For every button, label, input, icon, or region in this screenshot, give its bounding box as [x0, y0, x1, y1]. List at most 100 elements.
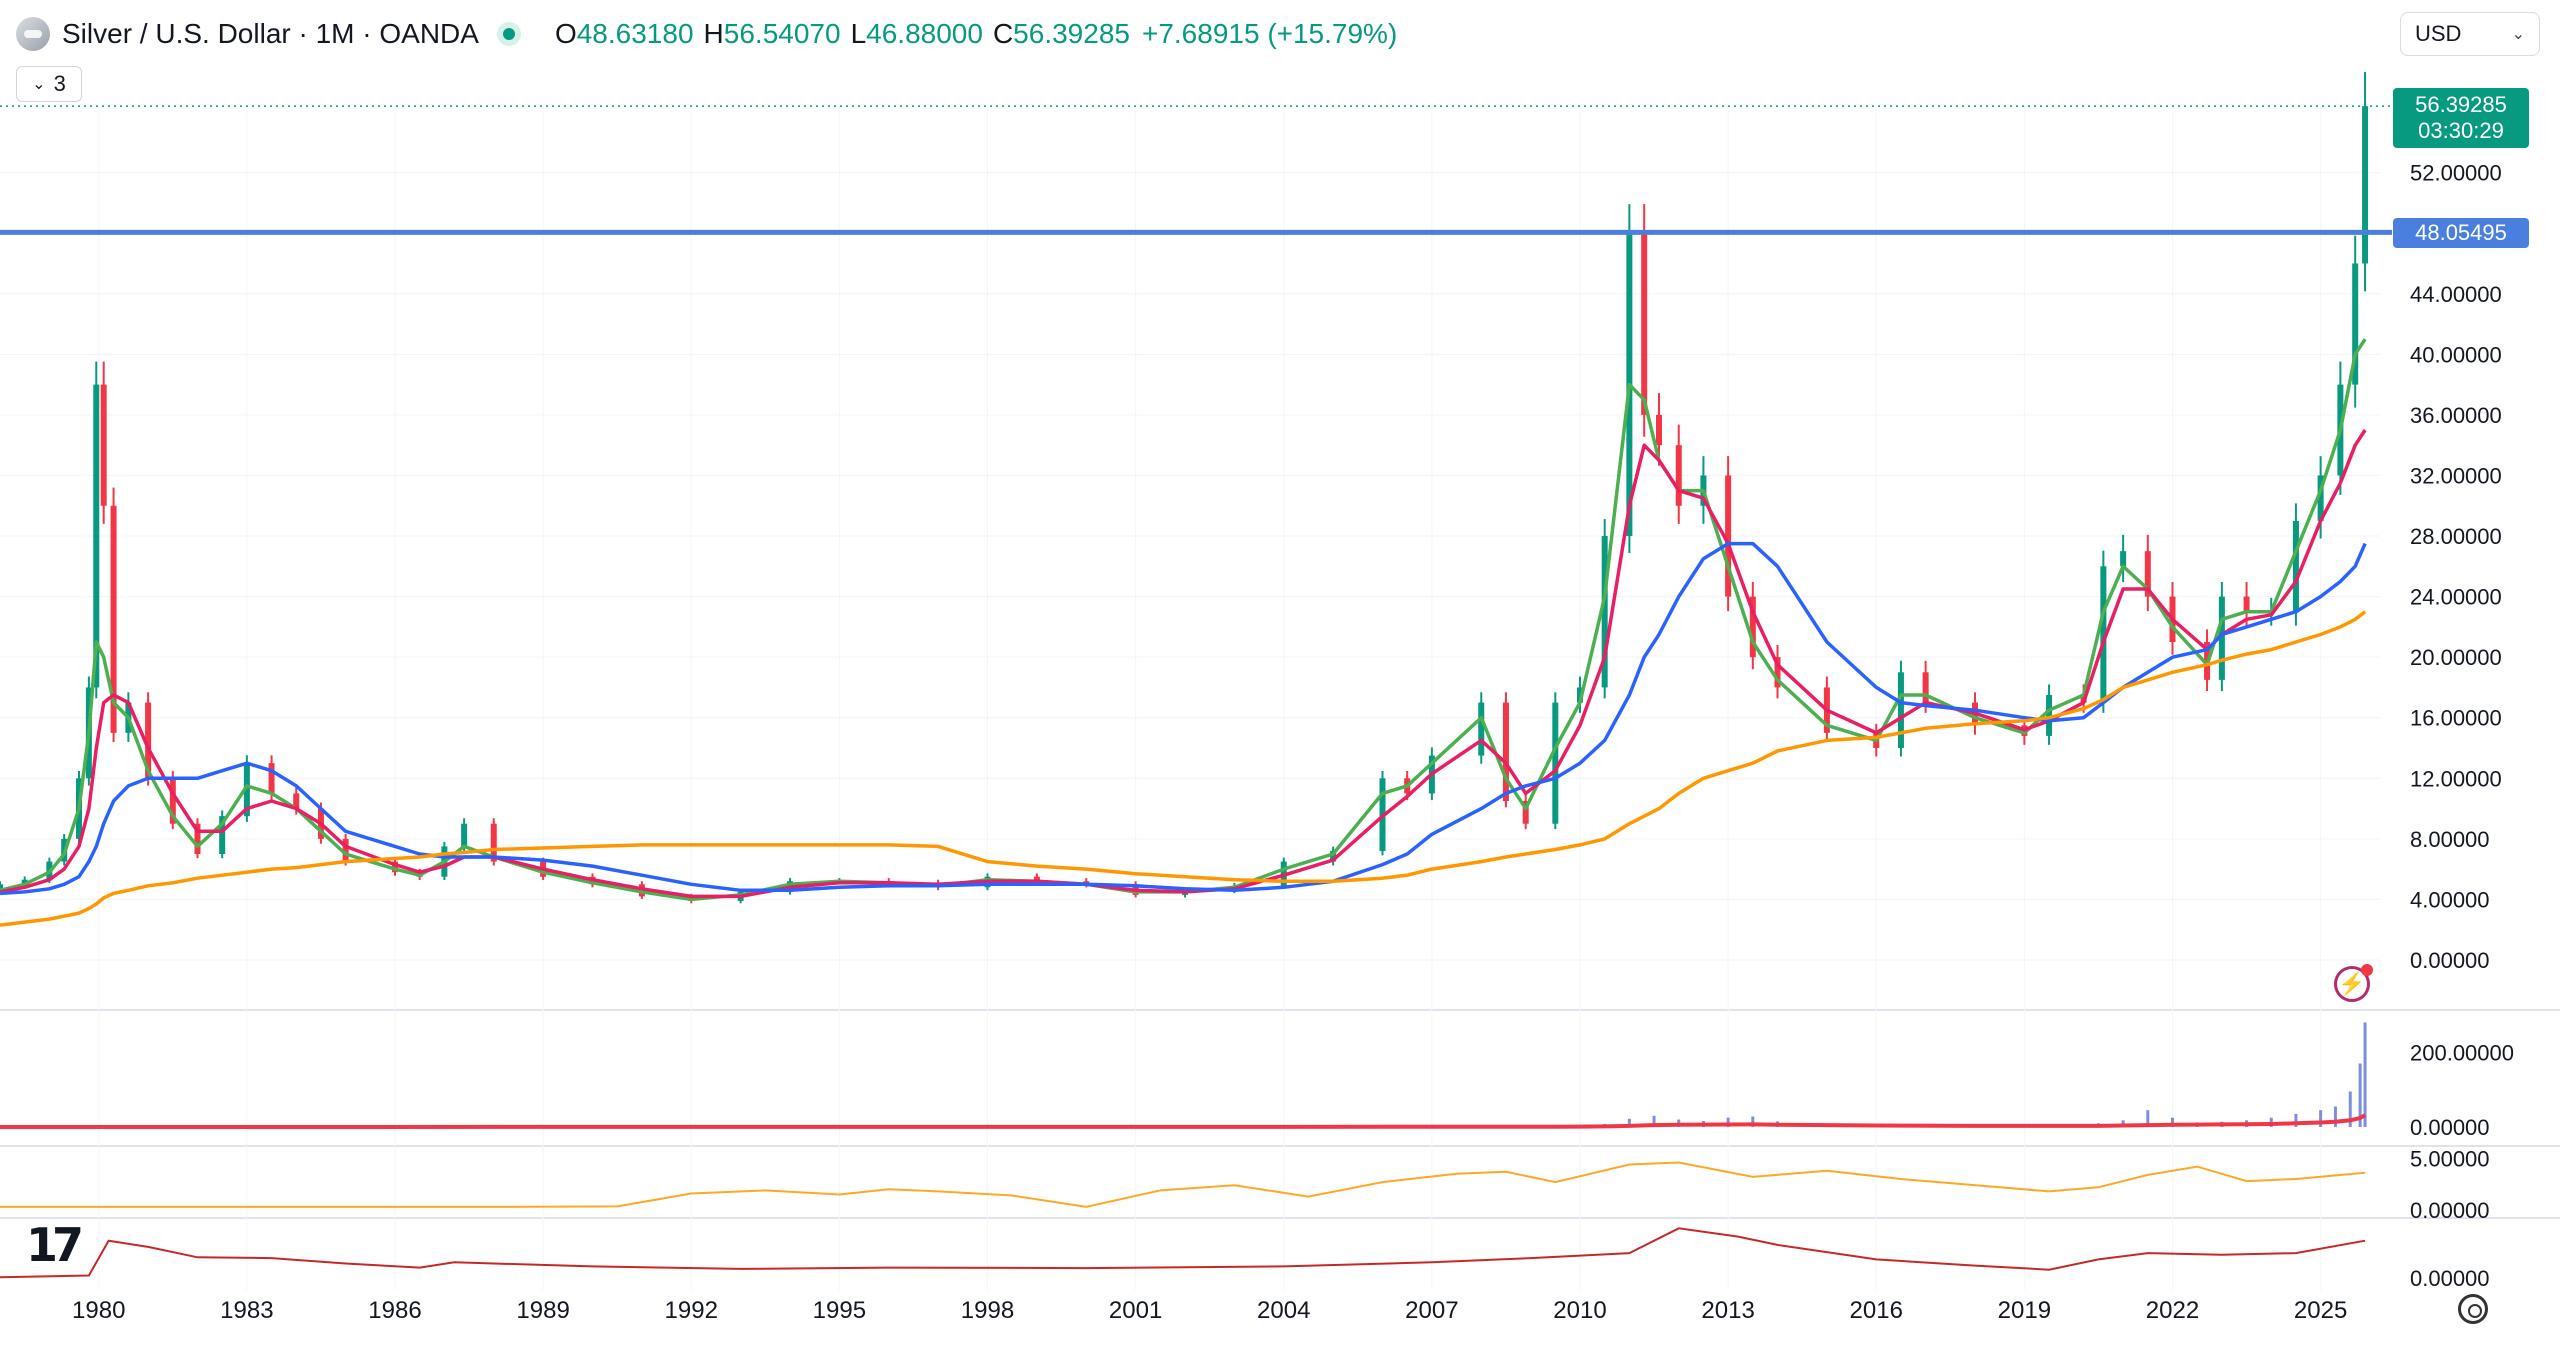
- candle-body: [461, 823, 468, 847]
- candle-body: [1749, 596, 1756, 658]
- chevron-down-icon: ⌄: [32, 76, 46, 93]
- volume-bar: [1652, 1115, 1656, 1127]
- x-tick-label: 2022: [2146, 1297, 2199, 1324]
- volume-y-tick-label: 0.00000: [2410, 1115, 2490, 1140]
- y-tick-label: 20.00000: [2410, 645, 2502, 670]
- y-tick-label: 40.00000: [2410, 342, 2502, 367]
- x-tick-label: 2016: [1850, 1297, 1903, 1324]
- candle-body: [293, 793, 300, 809]
- y-tick-label: 0.00000: [2410, 948, 2490, 973]
- alert-notification-dot: [2361, 964, 2373, 976]
- volume-bar: [1751, 1116, 1755, 1127]
- volume-bar: [2146, 1110, 2150, 1127]
- volume-bar: [2348, 1091, 2352, 1127]
- candle-body: [1601, 536, 1608, 688]
- candle-body: [100, 384, 107, 506]
- x-tick-label: 2025: [2294, 1297, 2347, 1324]
- oscillator1-line: [0, 1161, 2366, 1208]
- candle-body: [342, 838, 349, 862]
- symbol-logo-icon: [16, 17, 50, 51]
- bar-countdown-label: 03:30:29: [2418, 118, 2504, 143]
- x-tick-label: 1995: [813, 1297, 866, 1324]
- candle-body: [1922, 672, 1929, 703]
- symbol-legend: Silver / U.S. Dollar · 1M · OANDA O 48.6…: [16, 12, 1397, 56]
- moving-average-mid: [0, 429, 2367, 899]
- y-tick-label: 16.00000: [2410, 706, 2502, 731]
- oscillator2-y-tick-label: 0.00000: [2410, 1266, 2490, 1291]
- oscillator1-y-tick-label: 0.00000: [2410, 1198, 2490, 1223]
- candle-body: [1552, 702, 1559, 824]
- moving-average-long: [0, 610, 2367, 927]
- candle-body: [2120, 551, 2127, 567]
- candle-body: [1897, 672, 1904, 749]
- change-value: +7.68915 (+15.79%): [1141, 18, 1398, 49]
- candle-body: [2292, 520, 2299, 612]
- volume-bar: [2333, 1106, 2337, 1127]
- volume-bar: [1627, 1118, 1631, 1127]
- x-tick-label: 1983: [220, 1297, 273, 1324]
- x-tick-label: 2004: [1257, 1297, 1310, 1324]
- candle-body: [243, 763, 250, 817]
- close-key: C: [992, 18, 1014, 49]
- oscillator2-line: [0, 1227, 2366, 1279]
- y-tick-label: 12.00000: [2410, 766, 2502, 791]
- x-tick-label: 2007: [1405, 1297, 1458, 1324]
- moving-average-slow: [0, 541, 2367, 896]
- y-tick-label: 8.00000: [2410, 827, 2490, 852]
- volume-ma-line: [0, 1113, 2367, 1129]
- low-value: 46.88000: [866, 18, 983, 49]
- high-key: H: [703, 18, 724, 49]
- volume-bar: [2358, 1063, 2362, 1127]
- oscillator1-y-tick-label: 5.00000: [2410, 1146, 2490, 1171]
- indicator-count: 3: [53, 71, 66, 96]
- candle-body: [2243, 596, 2250, 612]
- candle-body: [169, 778, 176, 824]
- candle-body: [2144, 551, 2151, 597]
- moving-average-fast: [0, 338, 2367, 902]
- tradingview-logo-icon[interactable]: 17: [26, 1218, 84, 1272]
- x-tick-label: 1998: [961, 1297, 1014, 1324]
- chevron-down-icon: ⌄: [2511, 26, 2525, 43]
- candle-body: [21, 879, 28, 885]
- indicators-toggle-button[interactable]: ⌄ 3: [16, 66, 82, 102]
- candle-body: [2352, 263, 2359, 385]
- currency-select[interactable]: USD ⌄: [2400, 12, 2540, 56]
- candle-body: [1522, 801, 1529, 824]
- symbol-title[interactable]: Silver / U.S. Dollar · 1M · OANDA: [62, 18, 479, 49]
- candle-body: [1641, 233, 1648, 415]
- candle-body: [2218, 596, 2225, 680]
- high-value: 56.54070: [723, 18, 841, 49]
- x-tick-label: 2019: [1998, 1297, 2051, 1324]
- candle-body: [268, 763, 275, 794]
- candle-body: [0, 884, 3, 889]
- candle-body: [2317, 475, 2324, 521]
- y-tick-label: 4.00000: [2410, 887, 2490, 912]
- candle-body: [2100, 566, 2107, 703]
- alert-bolt-icon[interactable]: ⚡: [2334, 966, 2370, 1002]
- volume-bar: [2294, 1113, 2298, 1127]
- volume-bar: [2363, 1022, 2367, 1127]
- candle-body: [1033, 876, 1040, 882]
- x-tick-label: 2013: [1701, 1297, 1754, 1324]
- x-tick-label: 2010: [1553, 1297, 1606, 1324]
- candle-body: [1478, 702, 1485, 756]
- settings-icon[interactable]: [2458, 1294, 2488, 1324]
- candle-body: [1774, 657, 1781, 688]
- candle-body: [145, 702, 152, 779]
- currency-label: USD: [2415, 21, 2462, 46]
- candle-body: [194, 823, 201, 855]
- candle-body: [1725, 475, 1732, 597]
- volume-bar: [2319, 1110, 2323, 1127]
- x-tick-label: 2001: [1109, 1297, 1162, 1324]
- y-tick-label: 32.00000: [2410, 463, 2502, 488]
- candle-body: [1502, 702, 1509, 802]
- candle-body: [1675, 445, 1682, 506]
- volume-bar: [1726, 1117, 1730, 1127]
- close-value: 56.39285: [1013, 18, 1130, 49]
- candle-body: [1330, 850, 1337, 862]
- y-tick-label: 28.00000: [2410, 524, 2502, 549]
- candle-body: [110, 505, 117, 733]
- candle-body: [93, 384, 100, 688]
- volume-y-tick-label: 200.00000: [2410, 1040, 2514, 1065]
